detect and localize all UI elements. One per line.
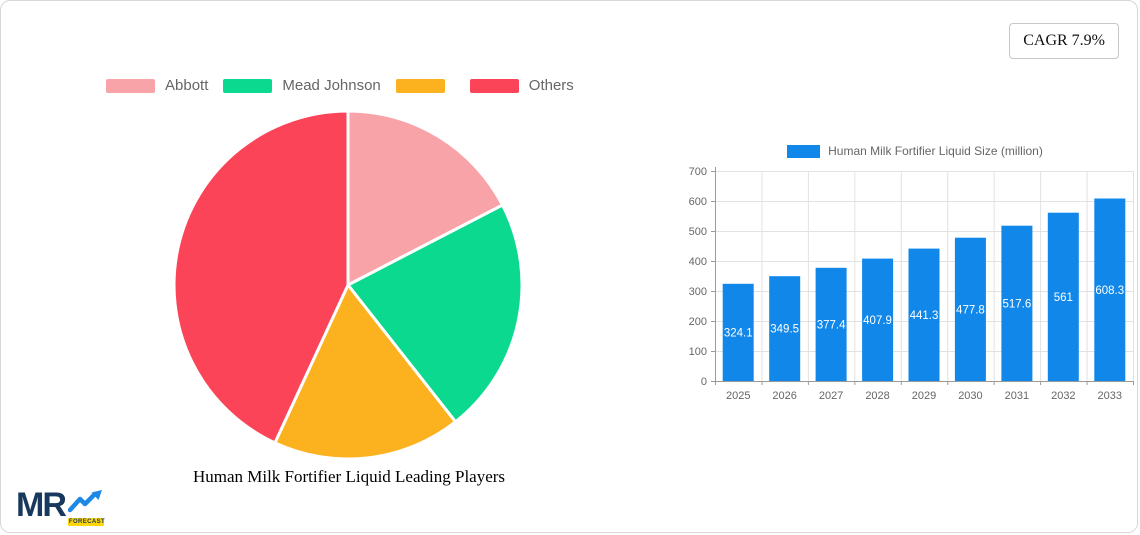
bar-2028 (862, 258, 894, 381)
legend-item-others[interactable]: Others (469, 77, 574, 94)
bar-2025 (722, 283, 754, 381)
x-tick-label: 2027 (819, 390, 843, 402)
bar-legend-label: Human Milk Fortifier Liquid Size (millio… (828, 144, 1043, 158)
y-tick-label: 200 (689, 316, 707, 328)
bar-value-label: 324.1 (724, 327, 753, 339)
pie-slice-mead-johnson (346, 203, 524, 424)
bar-value-label: 441.3 (910, 310, 939, 322)
pie-slice-unlabeled (273, 283, 458, 461)
legend-swatch (469, 78, 519, 93)
x-tick-label: 2029 (912, 390, 936, 402)
bar-legend[interactable]: Human Milk Fortifier Liquid Size (millio… (689, 143, 1137, 159)
cagr-badge: CAGR 7.9% (1009, 23, 1119, 59)
x-tick-label: 2026 (772, 390, 796, 402)
bar-value-label: 608.3 (1095, 285, 1124, 297)
x-tick-label: 2025 (726, 390, 750, 402)
bar-chart-block: Human Milk Fortifier Liquid Size (millio… (689, 143, 1137, 418)
bar-2026 (769, 276, 801, 381)
logo-forecast-badge: FORECAST (67, 518, 106, 526)
bar-value-label: 407.9 (863, 315, 892, 327)
legend-swatch (395, 78, 445, 93)
legend-label: Abbott (165, 77, 209, 94)
bar-value-label: 377.4 (817, 319, 846, 331)
bar-value-label: 517.6 (1002, 298, 1031, 310)
legend-item-mead-johnson[interactable]: Mead Johnson (223, 77, 381, 94)
legend-label: Others (528, 77, 574, 94)
y-tick-label: 700 (689, 166, 707, 178)
bar-2032 (1047, 212, 1079, 381)
legend-item-abbott[interactable]: Abbott (106, 77, 208, 94)
logo-mr-text: MR (16, 486, 67, 524)
y-tick-label: 100 (689, 346, 707, 358)
pie-slice-others (172, 109, 350, 445)
bar-value-label: 477.8 (956, 304, 985, 316)
pie-slice-abbott (346, 109, 505, 287)
x-tick-label: 2031 (1005, 390, 1029, 402)
legend-label: Mead Johnson (282, 77, 381, 94)
bar-value-label: 561 (1054, 292, 1073, 304)
x-tick-label: 2033 (1098, 390, 1122, 402)
y-tick-label: 600 (689, 196, 707, 208)
bar-2033 (1094, 198, 1126, 381)
pie-chart-title: Human Milk Fortifier Liquid Leading Play… (192, 467, 506, 486)
bar-2031 (1001, 225, 1033, 381)
x-tick-label: 2028 (865, 390, 889, 402)
trend-arrow-icon (67, 490, 102, 513)
legend-swatch (106, 78, 155, 93)
y-tick-label: 400 (689, 256, 707, 268)
legend-swatch (223, 78, 273, 93)
legend-item-unlabeled[interactable] (395, 78, 455, 93)
bar-legend-swatch (787, 144, 821, 158)
pie-chart (172, 109, 524, 461)
y-tick-label: 300 (689, 286, 707, 298)
mr-forecast-logo: MR FORECAST (16, 486, 106, 526)
bar-2029 (908, 248, 940, 381)
pie-legend: Abbott Mead Johnson Others (106, 77, 589, 94)
bar-value-label: 349.5 (770, 324, 799, 336)
bar-chart: 0 100 200 300 400 500 600 700 324.1 2025 349.5 2026… (689, 166, 1134, 402)
y-tick-label: 500 (689, 226, 707, 238)
x-tick-label: 2030 (958, 390, 982, 402)
x-tick-label: 2032 (1051, 390, 1075, 402)
bar-2030 (954, 237, 986, 381)
y-tick-label: 0 (701, 376, 707, 388)
bar-2027 (815, 267, 847, 381)
